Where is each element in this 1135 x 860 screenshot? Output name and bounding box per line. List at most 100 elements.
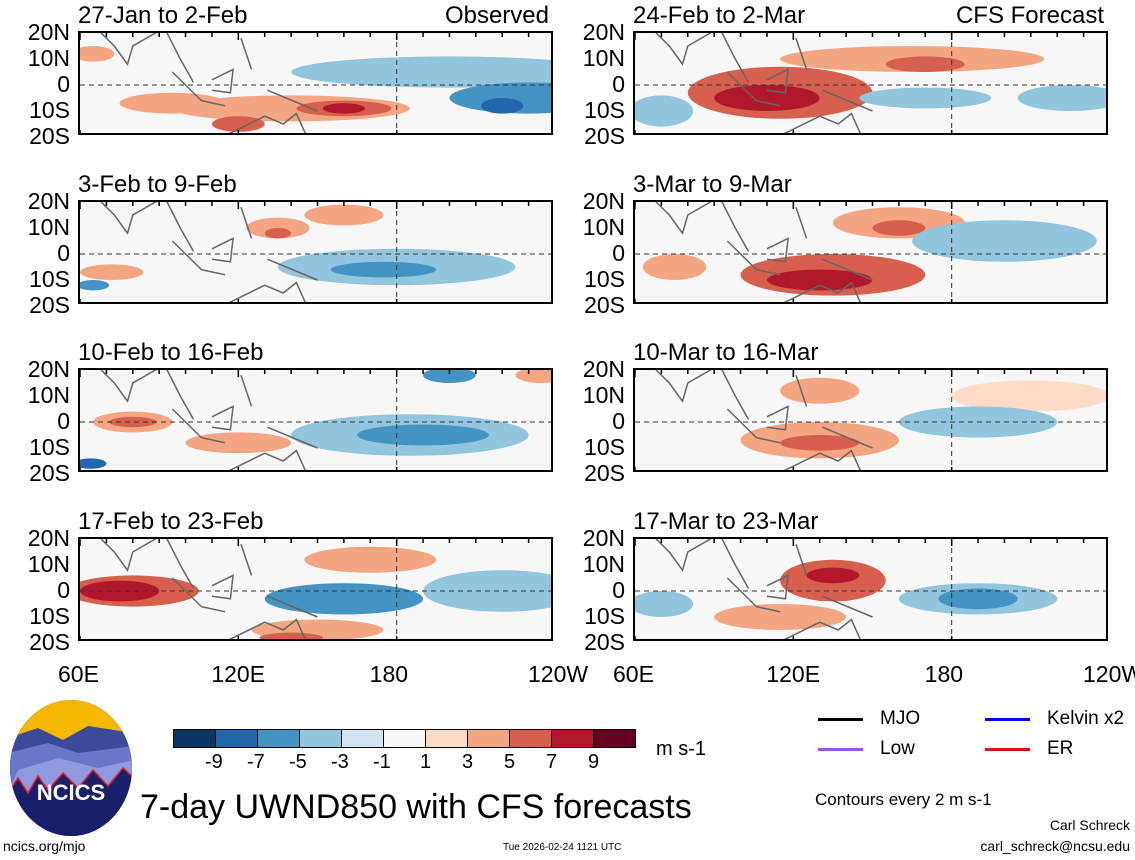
wind-anomaly-shading	[304, 204, 384, 226]
wind-anomaly-shading	[1017, 85, 1106, 111]
panel-date-range: 3-Mar to 9-Mar	[633, 171, 792, 198]
colorbar-swatch	[174, 730, 216, 747]
latitude-label: 0	[57, 577, 70, 603]
website-link[interactable]: ncics.org/mjo	[3, 838, 86, 854]
wind-anomaly-shading	[246, 217, 310, 239]
colorbar	[173, 729, 636, 748]
legend-line-mjo	[818, 718, 863, 721]
wind-anomaly-shading	[885, 56, 965, 72]
coastline	[655, 370, 873, 470]
wind-anomaly-shading	[185, 432, 292, 454]
latitude-label: 10S	[29, 97, 70, 123]
colorbar-swatch	[300, 730, 342, 747]
longitude-label: 180	[369, 661, 409, 687]
longitude-label: 180	[924, 661, 964, 687]
latitude-label: 0	[612, 71, 625, 97]
latitude-label: 0	[57, 240, 70, 266]
wind-anomaly-shading	[119, 92, 226, 114]
latitude-label: 20S	[584, 123, 625, 149]
latitude-label: 0	[57, 408, 70, 434]
legend-line-er	[985, 748, 1030, 751]
colorbar-tick-label: 1	[420, 751, 432, 773]
panel-date-range: 17-Mar to 23-Mar	[633, 508, 819, 535]
wind-anomaly-shading	[714, 85, 820, 111]
latitude-label: 10N	[27, 45, 70, 71]
map-panel	[78, 537, 553, 641]
latitude-label: 0	[612, 577, 625, 603]
colorbar-swatch	[468, 730, 510, 747]
wind-anomaly-shading	[423, 370, 476, 383]
wind-anomaly-shading	[912, 220, 1097, 262]
map-panel	[78, 31, 553, 135]
map-panel	[78, 368, 553, 472]
colorbar-tick-label: 3	[462, 751, 474, 773]
latitude-label: 0	[612, 240, 625, 266]
wind-anomaly-shading	[780, 435, 860, 451]
latitude-label: 10S	[584, 434, 625, 460]
main-title: 7-day UWND850 with CFS forecasts	[140, 788, 692, 826]
wind-anomaly-shading	[80, 46, 115, 62]
panel-date-range: 24-Feb to 2-Mar	[633, 2, 806, 29]
colorbar-swatch	[426, 730, 468, 747]
latitude-label: 20N	[27, 19, 70, 45]
wind-anomaly-shading	[635, 591, 694, 617]
latitude-label: 20N	[27, 188, 70, 214]
wind-anomaly-shading	[80, 264, 144, 280]
latitude-label: 20S	[584, 460, 625, 486]
longitude-label: 120W	[1083, 661, 1135, 687]
coastline	[655, 33, 873, 133]
panel-source-label: CFS Forecast	[955, 2, 1104, 29]
legend-label: ER	[1047, 738, 1074, 759]
legend-label: Low	[880, 738, 915, 759]
wind-anomaly-shading	[80, 280, 110, 291]
colorbar-tick-label: -3	[331, 751, 349, 773]
legend-line-kelvin-x2	[985, 718, 1030, 721]
coastline	[100, 33, 318, 133]
latitude-label: 20S	[584, 292, 625, 318]
wind-anomaly-shading	[806, 567, 860, 584]
legend-label: Kelvin x2	[1047, 708, 1125, 729]
author: Carl Schreck	[1049, 817, 1130, 833]
colorbar-tick-label: -1	[373, 751, 391, 773]
latitude-label: 20N	[27, 525, 70, 551]
ncics-logo: NCICS	[8, 698, 134, 838]
wind-anomaly-shading	[780, 377, 860, 404]
latitude-label: 20S	[29, 629, 70, 655]
wind-anomaly-shading	[481, 98, 524, 114]
longitude-label: 120E	[766, 661, 821, 687]
wind-anomaly-shading	[304, 546, 437, 573]
legend-label: MJO	[880, 708, 921, 729]
wind-anomaly-shading	[449, 82, 551, 114]
wind-anomaly-shading	[259, 632, 323, 639]
wind-anomaly-shading	[642, 254, 707, 280]
latitude-label: 10S	[584, 97, 625, 123]
timestamp: Tue 2026-02-24 1121 UTC	[503, 842, 622, 853]
colorbar-tick-label: -7	[247, 751, 265, 773]
wind-anomaly-shading	[635, 95, 694, 127]
latitude-label: 20S	[29, 123, 70, 149]
colorbar-tick-label: 9	[588, 751, 600, 773]
latitude-label: 10S	[29, 266, 70, 292]
colorbar-tick-label: -9	[205, 751, 223, 773]
latitude-label: 20S	[584, 629, 625, 655]
wind-anomaly-shading	[357, 424, 490, 446]
colorbar-swatch	[384, 730, 426, 747]
wind-anomaly-shading	[109, 416, 157, 428]
panel-date-range: 27-Jan to 2-Feb	[78, 2, 248, 29]
wind-anomaly-shading	[330, 261, 437, 278]
latitude-label: 10S	[584, 603, 625, 629]
author-email[interactable]: carl_schreck@ncsu.edu	[980, 838, 1130, 854]
coastline	[655, 202, 873, 302]
map-panel	[633, 368, 1108, 472]
latitude-label: 10N	[27, 382, 70, 408]
colorbar-tick-label: 7	[546, 751, 558, 773]
wind-anomaly-shading	[211, 116, 265, 132]
panel-date-range: 10-Mar to 16-Mar	[633, 339, 819, 366]
latitude-label: 20N	[27, 356, 70, 382]
latitude-label: 10S	[29, 603, 70, 629]
wind-anomaly-shading	[515, 370, 551, 383]
coastline	[100, 202, 318, 302]
latitude-label: 10N	[27, 214, 70, 240]
latitude-label: 10N	[582, 551, 625, 577]
